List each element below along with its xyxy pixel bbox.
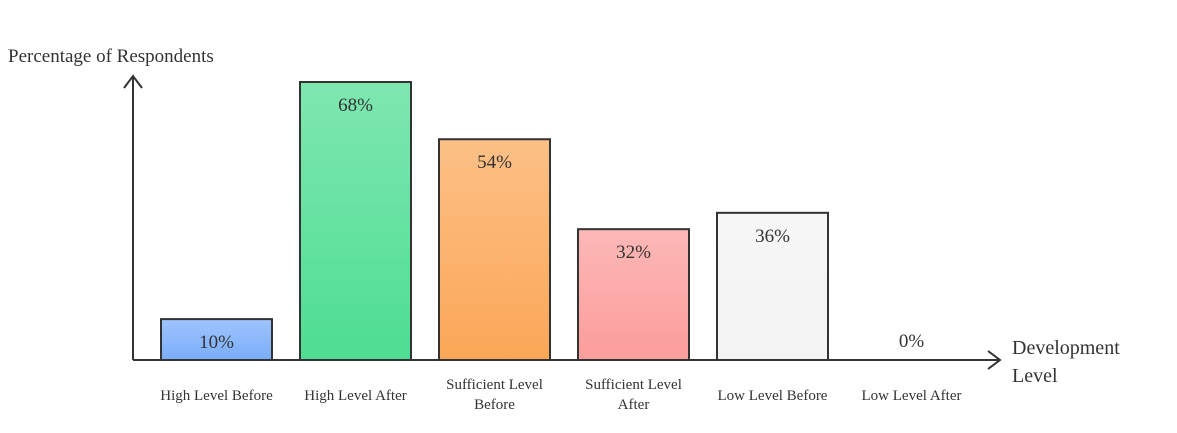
- category-label-4-line-0: Low Level Before: [718, 388, 828, 404]
- bar-1: [299, 81, 412, 361]
- category-label-0-line-0: High Level Before: [160, 388, 273, 404]
- value-label-3: 32%: [616, 242, 651, 263]
- value-label-0: 10%: [199, 332, 234, 353]
- bar-3: [577, 228, 690, 361]
- category-label-3-line-1: After: [618, 397, 650, 413]
- value-label-4: 36%: [755, 226, 790, 247]
- y-axis-arrow: [123, 74, 143, 89]
- x-axis-arrow: [987, 350, 1002, 370]
- x-axis-label-line-2: Level: [1012, 365, 1058, 387]
- value-label-1: 68%: [338, 95, 373, 116]
- axes: [123, 74, 1002, 370]
- category-label-5-line-0: Low Level After: [862, 388, 962, 404]
- category-labels-group: High Level Before High Level After Suffici…: [160, 377, 961, 413]
- category-label-1-line-0: High Level After: [304, 388, 406, 404]
- value-labels-group: 10% 68% 54% 32% 36% 0%: [199, 95, 924, 353]
- value-label-5: 0%: [899, 331, 925, 352]
- bar-0: [160, 318, 273, 361]
- category-label-2-line-1: Before: [474, 397, 515, 413]
- bar-2: [438, 138, 551, 361]
- category-label-2-line-0: Sufficient Level: [446, 377, 543, 393]
- bar-4: [716, 211, 829, 361]
- y-axis-label: Percentage of Respondents: [8, 46, 214, 67]
- category-label-3-line-0: Sufficient Level: [585, 377, 682, 393]
- bars-group: [160, 81, 829, 361]
- value-label-2: 54%: [477, 152, 512, 173]
- x-axis-label-line-1: Development: [1012, 337, 1120, 359]
